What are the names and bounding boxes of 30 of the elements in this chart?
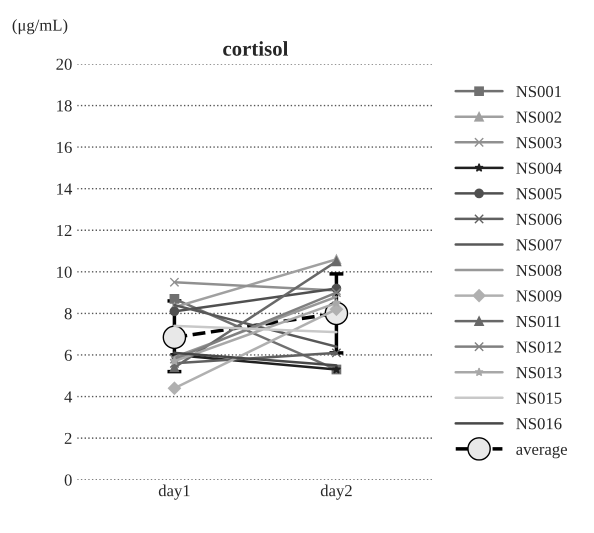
legend-label: NS004 (516, 162, 562, 174)
legend-label: NS006 (516, 214, 562, 225)
legend-label: NS001 (516, 86, 562, 98)
legend-label: NS015 (516, 392, 562, 404)
chart-title: cortisol (223, 41, 288, 56)
y-tick-label: 6 (64, 350, 72, 361)
y-tick-label: 2 (64, 432, 72, 444)
legend-label: NS008 (516, 264, 562, 276)
legend-label: NS007 (516, 239, 562, 250)
y-tick-label: 10 (57, 266, 72, 278)
y-tick-label: 14 (57, 183, 72, 194)
legend-label: NS009 (516, 290, 562, 302)
legend-label: NS002 (516, 111, 562, 123)
legend-label: NS011 (516, 316, 560, 328)
legend-label: NS003 (516, 137, 562, 148)
legend-label: NS005 (516, 188, 562, 200)
y-tick-label: 16 (57, 142, 72, 154)
legend-label: average (516, 446, 567, 458)
y-tick-label: 4 (64, 391, 72, 402)
y-tick-label: 8 (64, 308, 72, 320)
legend-label: NS013 (516, 366, 562, 378)
legend-label: NS012 (516, 341, 562, 353)
x-tick-label: day1 (158, 484, 190, 500)
y-axis-title: (μg/mL) (12, 19, 68, 34)
legend-label: NS016 (516, 418, 562, 430)
y-tick-label: 12 (57, 225, 72, 236)
y-tick-label: 0 (64, 474, 72, 486)
y-tick-label: 18 (57, 100, 72, 112)
y-tick-label: 20 (56, 58, 72, 70)
x-tick-label: day2 (320, 484, 352, 500)
